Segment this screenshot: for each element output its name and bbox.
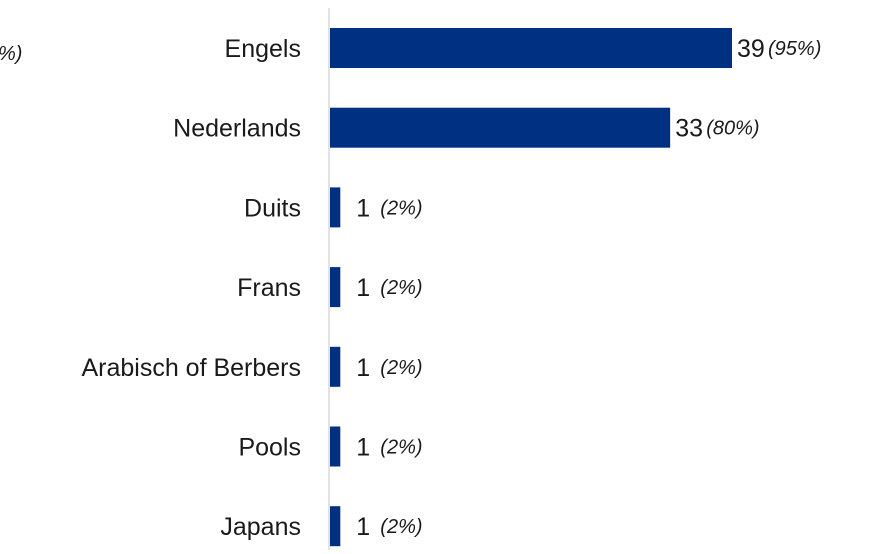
value-label-duits: 1 [356,194,370,222]
bars: Engels 39 (95%) Nederlands 33 (80%) Duits 1 (2%)… [81,28,821,547]
percent-label-arabisch-of-berbers: (2%) [380,357,422,379]
value-label-nederlands: 33 [675,115,703,143]
value-label-frans: 1 [356,274,370,302]
bar-arabisch-of-berbers [330,346,341,387]
bar-frans [330,267,341,308]
category-label-arabisch-of-berbers: Arabisch of Berbers [81,354,301,382]
percent-label-duits: (2%) [380,197,422,219]
bar-duits [330,187,341,228]
value-label-japans: 1 [356,513,370,541]
percent-label-pools: (2%) [380,437,422,459]
bar-nederlands [330,107,671,148]
bar-japans [330,506,341,547]
category-label-frans: Frans [237,274,301,302]
percent-label-nederlands: (80%) [706,118,759,140]
category-label-japans: Japans [220,513,301,541]
value-label-arabisch-of-berbers: 1 [356,354,370,382]
value-label-pools: 1 [356,434,370,462]
percent-label-japans: (2%) [380,516,422,538]
percent-label-engels: (95%) [768,38,821,60]
category-label-nederlands: Nederlands [173,115,301,143]
category-label-pools: Pools [238,434,301,462]
value-label-engels: 39 [737,35,765,63]
clipped-percent-label: %) [0,43,22,65]
category-label-duits: Duits [244,194,301,222]
percent-label-frans: (2%) [380,277,422,299]
category-label-engels: Engels [225,35,301,63]
bar-pools [330,426,341,467]
bar-engels [330,28,732,68]
